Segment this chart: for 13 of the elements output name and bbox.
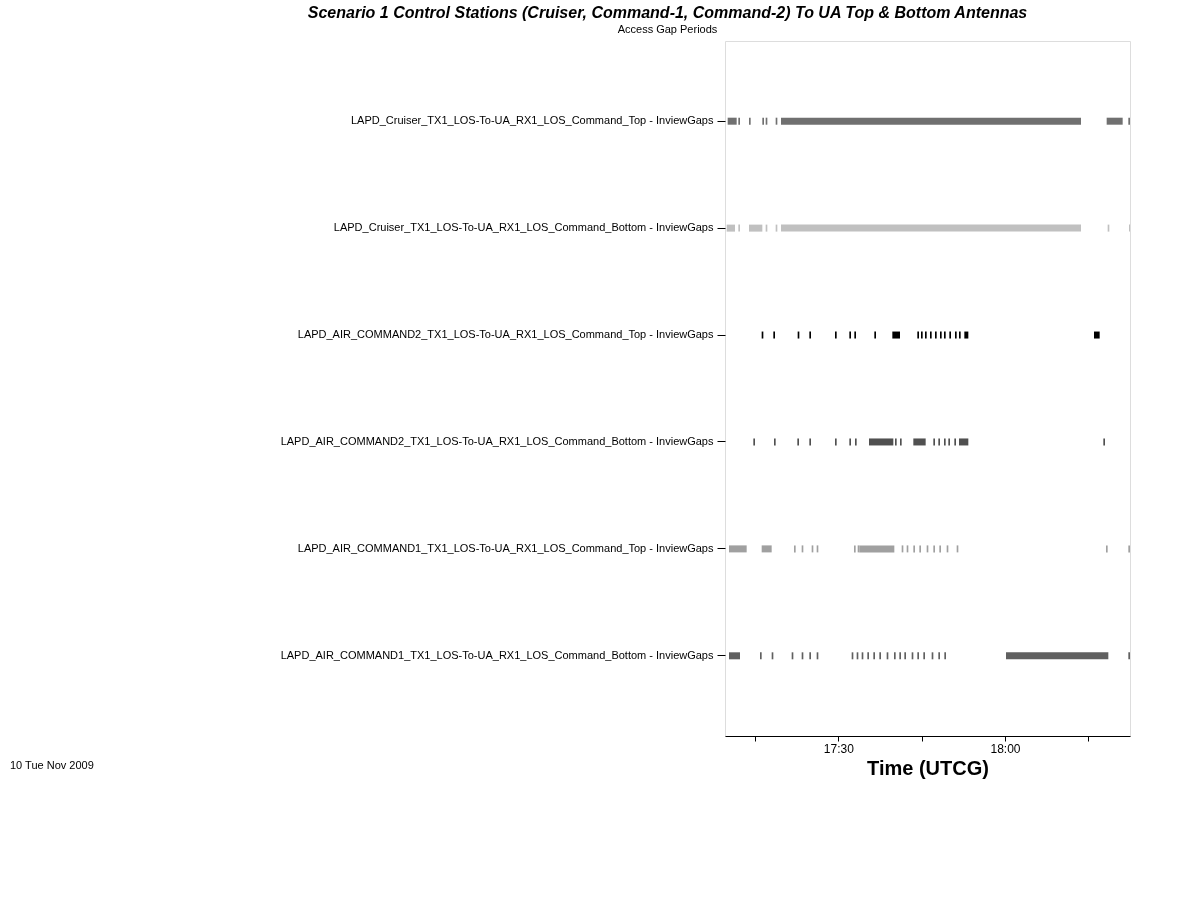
bar bbox=[1006, 652, 1109, 660]
y-tick-label: LAPD_Cruiser_TX1_LOS-To-UA_RX1_LOS_Command_Bottom - InviewGaps bbox=[333, 221, 714, 234]
text: 10 Tue Nov 2009 bbox=[10, 759, 94, 771]
x-tick-label: 17:30 bbox=[823, 741, 855, 756]
y-tick-label: LAPD_AIR_COMMAND1_TX1_LOS-To-UA_RX1_LOS_Command_Bottom - InviewGaps bbox=[280, 648, 714, 661]
y-tick-label: LAPD_Cruiser_TX1_LOS-To-UA_RX1_LOS_Command_Top - InviewGaps bbox=[350, 114, 714, 127]
x-tick-label: 18:00 bbox=[990, 741, 1021, 756]
x-axis-title: Time (UTCG) bbox=[867, 756, 989, 779]
chart-title: Scenario 1 Control Stations (Cruiser, Command-1, Command-2) To UA Top & Bottom Antennas bbox=[307, 4, 1028, 21]
y-tick-label: LAPD_AIR_COMMAND1_TX1_LOS-To-UA_RX1_LOS_Command_Top - InviewGaps bbox=[297, 541, 714, 554]
y-tick-label: LAPD_AIR_COMMAND2_TX1_LOS-To-UA_RX1_LOS_Command_Bottom - InviewGaps bbox=[280, 434, 714, 447]
chart-subtitle: Access Gap Periods bbox=[617, 23, 718, 35]
y-tick-label: LAPD_AIR_COMMAND2_TX1_LOS-To-UA_RX1_LOS_Command_Top - InviewGaps bbox=[297, 328, 714, 341]
